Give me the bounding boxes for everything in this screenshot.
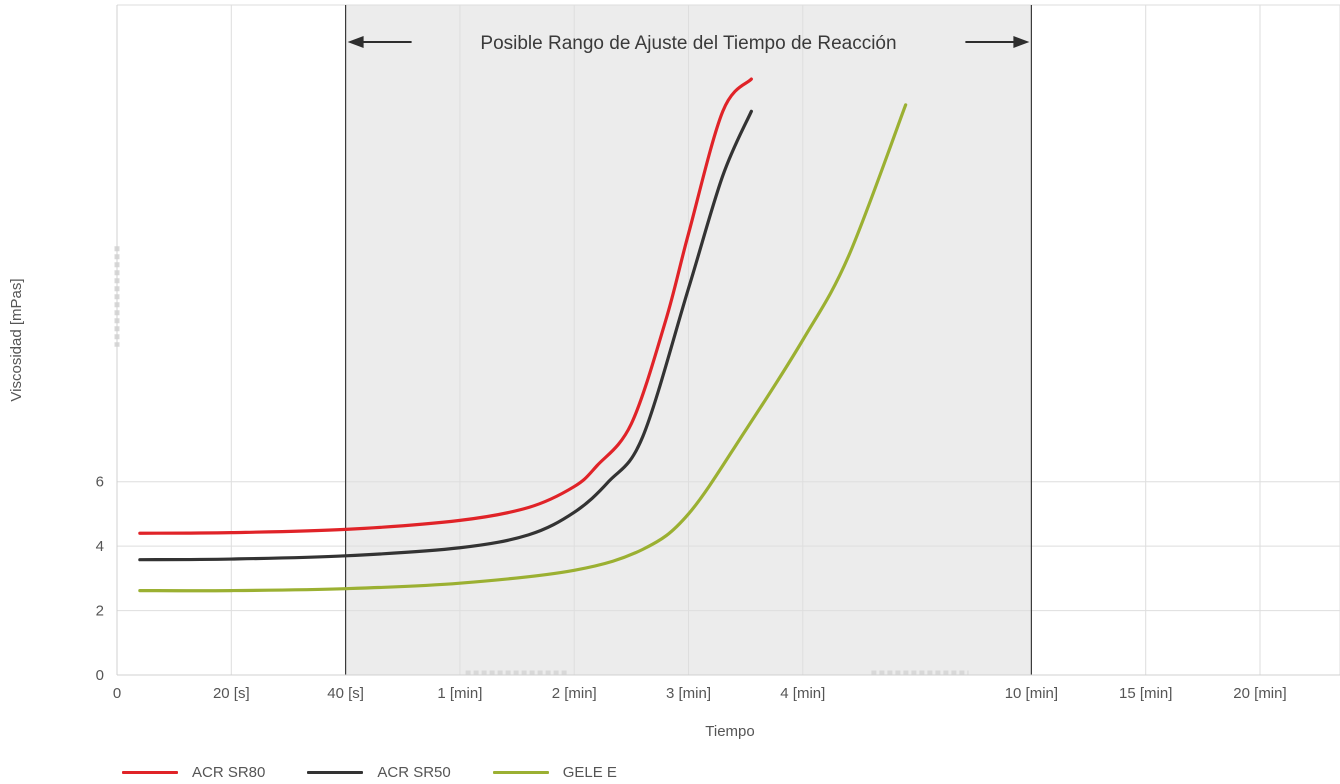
x-tick-label: 2 [min] — [552, 685, 597, 702]
series-line-acr-sr80 — [138, 77, 753, 535]
legend-label: ACR SR50 — [377, 763, 451, 781]
series-line-acr-sr50 — [138, 109, 753, 562]
legend-swatch-gele-e — [492, 770, 549, 774]
x-tick-label: 20 [s] — [213, 685, 250, 702]
legend-item-acr-sr80: ACR SR80 — [122, 762, 265, 782]
x-tick-label: 4 [min] — [780, 685, 825, 702]
x-tick-label: 40 [s] — [327, 685, 364, 702]
x-axis-label: Tiempo — [705, 723, 754, 740]
y-tick-label: 6 — [96, 474, 104, 491]
legend-swatch-acr-sr50 — [307, 770, 364, 774]
range-arrow-left-head — [347, 36, 364, 48]
x-tick-label: 10 [min] — [1005, 685, 1058, 702]
legend-label: ACR SR80 — [192, 763, 266, 781]
x-tick-label: 20 [min] — [1233, 685, 1286, 702]
legend-item-gele-e: GELE E — [492, 762, 617, 782]
tick-label-layer: 0 20 [s] 40 [s] 1 [min] 2 [min] 3 [min] 4 [min… — [96, 474, 1287, 702]
legend-label: GELE E — [562, 763, 617, 781]
legend: ACR SR80 ACR SR50 GELE E — [122, 762, 617, 782]
y-axis-label: Viscosidad [mPas] — [8, 278, 25, 401]
range-label: Posible Rango de Ajuste del Tiempo de Re… — [480, 33, 896, 54]
legend-item-acr-sr50: ACR SR50 — [307, 762, 451, 782]
legend-swatch-acr-sr80 — [122, 770, 178, 774]
y-tick-label: 0 — [96, 667, 104, 684]
series-layer — [138, 77, 908, 593]
y-tick-label: 2 — [96, 603, 104, 620]
annotation-layer: Posible Rango de Ajuste del Tiempo de Re… — [347, 33, 1030, 54]
series-line-gele-e — [138, 103, 908, 593]
x-tick-label: 3 [min] — [666, 685, 711, 702]
x-tick-label: 15 [min] — [1119, 685, 1172, 702]
x-tick-label: 1 [min] — [437, 685, 482, 702]
range-arrow-right-head — [1013, 36, 1030, 48]
y-tick-label: 4 — [96, 538, 104, 555]
axis-layer — [116, 5, 1340, 676]
x-tick-label: 0 — [113, 685, 121, 702]
